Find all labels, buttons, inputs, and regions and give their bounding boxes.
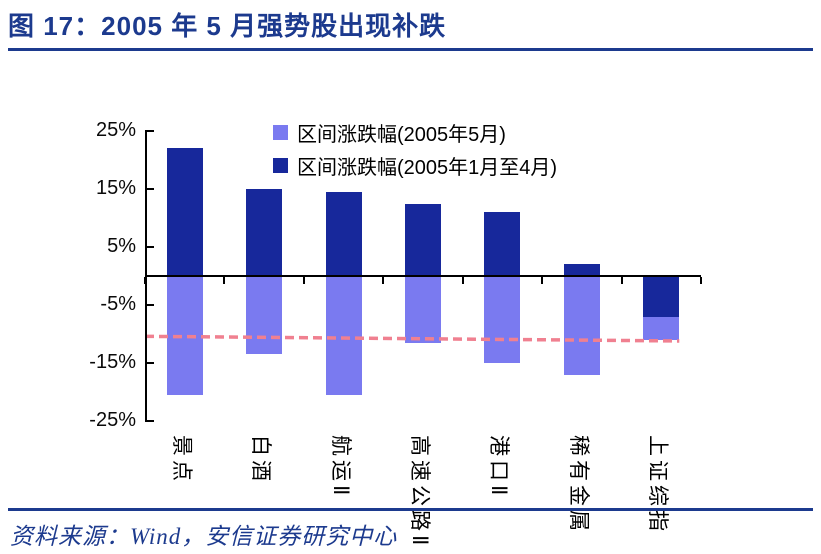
bar-segment-jan-apr: [643, 276, 680, 317]
x-tick: [461, 277, 464, 284]
bar-segment-may: [643, 316, 680, 340]
bar-segment-jan-apr: [484, 212, 521, 276]
y-tick: [145, 362, 154, 364]
x-tick: [700, 277, 702, 284]
y-tick-label: 5%: [107, 235, 136, 257]
y-tick-label: 25%: [95, 119, 136, 141]
y-tick: [145, 188, 154, 190]
y-tick: [145, 304, 154, 306]
source-note: 资料来源：Wind，安信证券研究中心: [10, 524, 398, 549]
y-tick-label: 15%: [95, 177, 136, 199]
bar-segment-jan-apr: [246, 189, 283, 276]
reference-dashed-line: [144, 334, 680, 343]
bar-segment-may: [484, 276, 521, 363]
y-tick-label: -5%: [100, 293, 136, 315]
x-tick: [302, 277, 305, 284]
bar-segment-jan-apr: [325, 191, 362, 276]
bar-segment-may: [563, 276, 600, 375]
x-tick: [144, 277, 146, 284]
x-category-label: 白酒: [249, 435, 273, 485]
bar-segment-may: [166, 276, 203, 395]
legend: 区间涨跌幅(2005年5月) 区间涨跌幅(2005年1月至4月): [273, 116, 557, 182]
bar-segment-jan-apr: [563, 264, 600, 276]
zero-axis-line: [145, 275, 701, 277]
legend-item: 区间涨跌幅(2005年1月至4月): [273, 149, 557, 182]
x-tick: [620, 277, 623, 284]
x-category-label: 港口Ⅱ: [487, 435, 511, 500]
y-tick: [145, 130, 154, 132]
x-tick: [541, 277, 544, 284]
legend-item: 区间涨跌幅(2005年5月): [273, 116, 557, 149]
legend-label: 区间涨跌幅(2005年5月): [297, 124, 506, 146]
plot-area: [144, 130, 702, 422]
y-tick-label: -25%: [89, 409, 136, 431]
y-tick: [145, 420, 154, 422]
bar-segment-may: [246, 276, 283, 355]
x-tick: [382, 277, 385, 284]
x-tick: [223, 277, 226, 284]
bar-segment-jan-apr: [405, 203, 441, 276]
legend-swatch: [273, 125, 288, 140]
stacked-bar-chart: 25% 15% 5% -5% -15% -25% 区间涨跌幅(2005年5月) 区间涨跌幅(…: [0, 56, 821, 549]
bar-segment-may: [325, 276, 362, 395]
y-tick: [145, 246, 154, 248]
bar-segment-jan-apr: [166, 148, 203, 276]
y-tick-label: -15%: [89, 351, 136, 373]
bar-segment-may: [405, 276, 441, 343]
title-divider: [8, 48, 813, 51]
x-category-label: 航运Ⅱ: [328, 435, 352, 500]
footer-divider: [8, 508, 813, 511]
x-category-label: 景点: [169, 435, 193, 485]
legend-swatch: [273, 158, 288, 173]
figure-title: 图 17：2005 年 5 月强势股出现补跌: [8, 11, 447, 41]
legend-label: 区间涨跌幅(2005年1月至4月): [297, 157, 558, 179]
